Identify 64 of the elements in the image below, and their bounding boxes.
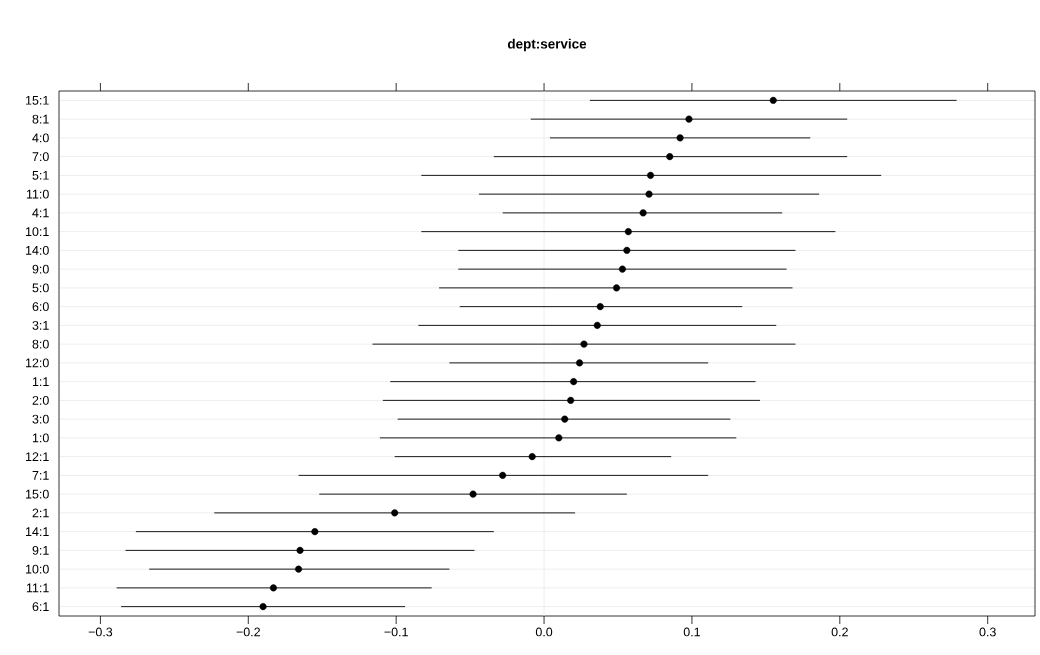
x-tick-label: −0.3 xyxy=(88,627,113,637)
y-tick-label: 11:0 xyxy=(26,189,49,199)
point xyxy=(647,171,655,179)
point xyxy=(499,471,507,479)
point xyxy=(613,284,621,292)
point xyxy=(259,603,267,611)
y-tick-label: 1:0 xyxy=(32,433,49,443)
y-tick-label: 7:0 xyxy=(32,152,49,162)
y-tick-label: 11:1 xyxy=(26,583,49,593)
y-tick-label: 9:0 xyxy=(32,264,49,274)
point xyxy=(639,209,647,217)
y-tick-label: 12:0 xyxy=(26,358,49,368)
y-tick-label: 10:1 xyxy=(26,227,49,237)
point xyxy=(567,396,575,404)
point xyxy=(676,134,684,142)
point xyxy=(296,546,304,554)
x-tick-label: −0.1 xyxy=(384,627,408,637)
y-tick-label: 2:0 xyxy=(32,395,49,405)
y-tick-label: 3:1 xyxy=(32,320,49,330)
point xyxy=(528,453,536,461)
y-tick-label: 4:0 xyxy=(32,133,49,143)
point xyxy=(295,565,303,573)
y-tick-label: 4:1 xyxy=(32,208,49,218)
y-tick-label: 1:1 xyxy=(32,377,49,386)
point xyxy=(570,378,578,386)
point xyxy=(593,321,601,329)
point xyxy=(769,96,777,104)
x-tick-label: −0.2 xyxy=(236,627,260,637)
y-tick-label: 6:0 xyxy=(32,302,49,312)
x-tick-label: 0.1 xyxy=(683,627,700,637)
y-tick-label: 14:1 xyxy=(26,527,49,536)
point xyxy=(311,528,319,536)
point xyxy=(666,153,674,161)
y-tick-label: 15:0 xyxy=(26,489,49,499)
point xyxy=(555,434,563,442)
point xyxy=(576,359,584,367)
y-tick-label: 5:1 xyxy=(32,171,49,180)
y-tick-label: 14:0 xyxy=(26,245,49,255)
point xyxy=(624,228,632,236)
y-tick-label: 7:1 xyxy=(32,471,49,480)
y-tick-label: 2:1 xyxy=(32,508,49,518)
point xyxy=(645,190,653,198)
y-tick-label: 10:0 xyxy=(26,564,49,574)
x-tick-label: 0.3 xyxy=(979,627,996,637)
y-tick-label: 8:0 xyxy=(32,339,49,349)
point xyxy=(623,246,631,254)
point xyxy=(596,303,604,311)
y-tick-label: 8:1 xyxy=(32,114,49,124)
point xyxy=(391,509,399,517)
chart-title: dept:service xyxy=(507,38,587,52)
y-tick-label: 5:0 xyxy=(32,283,49,293)
y-tick-label: 6:1 xyxy=(32,602,49,612)
point xyxy=(269,584,277,592)
y-tick-label: 15:1 xyxy=(26,96,49,105)
point xyxy=(618,265,626,273)
y-tick-label: 12:1 xyxy=(26,452,49,461)
y-tick-label: 9:1 xyxy=(32,545,49,555)
point xyxy=(580,340,588,348)
y-tick-label: 3:0 xyxy=(32,414,49,424)
point xyxy=(469,490,477,498)
point xyxy=(561,415,569,423)
x-tick-label: 0.2 xyxy=(831,627,848,637)
point xyxy=(685,115,693,123)
x-tick-label: 0.0 xyxy=(535,627,553,637)
